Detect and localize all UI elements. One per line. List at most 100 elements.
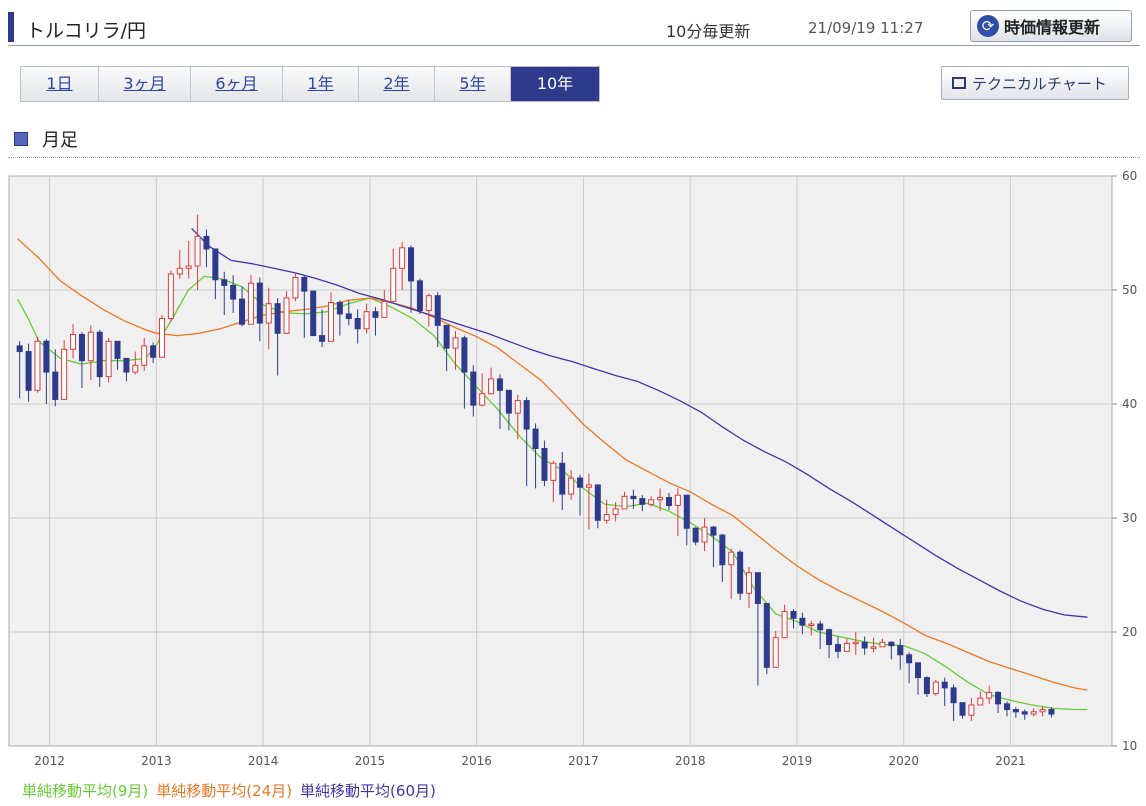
candle: [203, 229, 210, 268]
candle: [959, 702, 966, 719]
tab-3m[interactable]: 3ヶ月: [99, 67, 191, 101]
candle: [150, 342, 157, 363]
candle: [194, 214, 201, 290]
candle: [470, 365, 477, 417]
tab-5y[interactable]: 5年: [435, 67, 511, 101]
candle: [496, 374, 503, 430]
candle: [399, 242, 406, 290]
y-tick-label: 20: [1122, 625, 1137, 639]
x-tick-label: 2021: [995, 754, 1026, 768]
candle: [176, 250, 183, 279]
legend-ma24: 単純移動平均(24月): [156, 782, 293, 800]
candle: [826, 628, 833, 659]
candle: [523, 397, 530, 487]
candle: [968, 698, 975, 721]
candle: [532, 423, 539, 489]
candle: [541, 440, 548, 487]
candle: [310, 290, 317, 337]
candle: [790, 609, 797, 629]
candle: [185, 240, 192, 279]
candle: [256, 277, 263, 342]
candle: [906, 652, 913, 684]
candle: [336, 300, 343, 336]
candle: [799, 612, 806, 635]
candle: [34, 336, 41, 393]
candle: [1021, 709, 1028, 720]
candle: [292, 272, 299, 302]
candle: [719, 533, 726, 582]
candle: [434, 292, 441, 347]
tab-1d[interactable]: 1日: [21, 67, 99, 101]
candle: [674, 488, 681, 537]
candle: [274, 297, 281, 376]
candle: [879, 638, 886, 648]
candle: [683, 494, 690, 546]
update-interval-label: 10分毎更新: [666, 22, 751, 41]
axis-layer: 10 20 30 40 50 60 2012 2013 2014 2015 2016 2017 2018…: [34, 169, 1137, 768]
candle: [950, 684, 957, 721]
y-tick-label: 50: [1122, 283, 1137, 297]
candle: [559, 451, 566, 511]
refresh-quotes-label: 時価情報更新: [1004, 18, 1101, 37]
technical-chart-label: テクニカルチャート: [972, 74, 1107, 93]
tab-1y[interactable]: 1年: [283, 67, 359, 101]
tab-2y[interactable]: 2年: [359, 67, 435, 101]
candle: [114, 340, 121, 370]
candle: [390, 248, 397, 302]
candle: [488, 367, 495, 395]
x-tick-label: 2013: [141, 754, 172, 768]
refresh-quotes-button[interactable]: ⟳ 時価情報更新: [970, 10, 1132, 42]
candle: [247, 275, 254, 325]
candle: [737, 549, 744, 601]
candle: [897, 638, 904, 670]
candle: [657, 488, 664, 512]
candle: [25, 343, 32, 402]
candle: [639, 495, 646, 512]
page-title: トルコリラ/円: [26, 20, 147, 42]
candle: [61, 340, 68, 400]
section-header: 月足: [8, 120, 1140, 158]
y-tick-label: 40: [1122, 397, 1137, 411]
candle: [1039, 706, 1046, 717]
ma-line-24: [17, 238, 1088, 691]
candle: [603, 499, 610, 524]
candle: [843, 638, 850, 652]
candle: [754, 572, 761, 686]
candle: [43, 339, 50, 404]
candle: [701, 518, 708, 552]
candle: [1048, 707, 1055, 718]
candle: [550, 461, 557, 503]
candle: [319, 309, 326, 347]
candlestick-chart: 10 20 30 40 50 60 2012 2013 2014 2015 2016 2017 2018…: [8, 169, 1137, 768]
candle: [1012, 707, 1019, 718]
candle: [123, 357, 130, 382]
candle: [283, 291, 290, 334]
candle: [443, 324, 450, 371]
y-tick-label: 60: [1122, 169, 1137, 183]
candle: [834, 636, 841, 659]
tab-10y[interactable]: 10年: [511, 67, 599, 101]
candle: [105, 337, 112, 383]
candle: [461, 335, 468, 409]
grid-layer: [9, 176, 1112, 746]
ma-line-9: [16, 275, 1088, 711]
tab-6m[interactable]: 6ヶ月: [191, 67, 283, 101]
candle: [594, 484, 601, 529]
candle: [621, 491, 628, 510]
candle: [408, 245, 415, 313]
candle: [808, 620, 815, 636]
candle: [425, 293, 432, 327]
candle: [986, 685, 993, 704]
technical-chart-button[interactable]: テクニカルチャート: [941, 66, 1129, 100]
legend-ma9: 単純移動平均(9月): [22, 782, 149, 800]
candle: [87, 325, 94, 381]
candle: [372, 307, 379, 336]
candle: [212, 248, 219, 300]
candle: [132, 351, 139, 375]
window-icon: [952, 77, 966, 89]
candle: [452, 331, 459, 370]
candle: [514, 394, 521, 440]
ma-line-60: [191, 227, 1088, 618]
candle: [817, 620, 824, 650]
x-tick-label: 2020: [889, 754, 920, 768]
